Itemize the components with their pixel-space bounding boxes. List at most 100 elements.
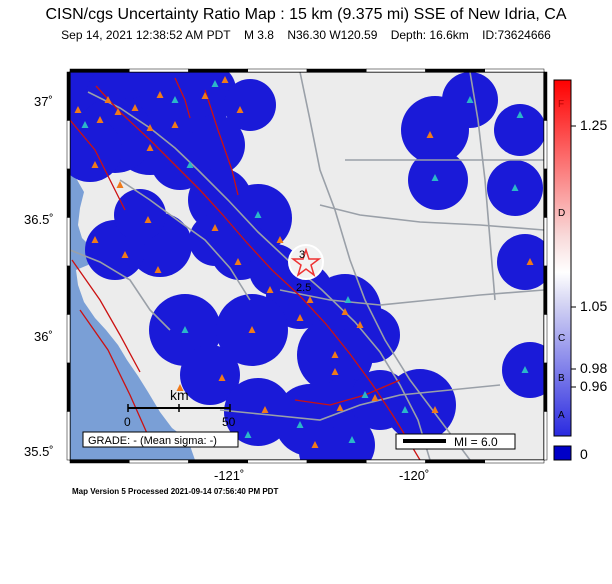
station-triangle-icon [156, 91, 164, 98]
station-triangle-icon [74, 106, 82, 113]
map-frame [66, 68, 548, 464]
station-triangle-icon [526, 258, 534, 265]
station-triangle-icon [306, 296, 314, 303]
map-panel: 3 2.5 [70, 72, 544, 460]
station-triangle-icon [356, 321, 364, 328]
lat-label-36-5: 36.5˚ [24, 212, 54, 227]
colorbar-letter-d: D [558, 208, 565, 219]
station-triangle-icon [234, 258, 242, 265]
map-version-footer: Map Version 5 Processed 2021-09-14 07:56… [72, 487, 279, 496]
station-triangle-icon [261, 406, 269, 413]
station-triangle-icon [186, 161, 194, 168]
colorbar-value-0: 0 [580, 446, 588, 462]
station-triangle-icon [236, 106, 244, 113]
mi-legend-box [395, 433, 516, 450]
uncertainty-circle [224, 79, 276, 131]
station-triangle-icon [511, 184, 519, 191]
uncertainty-circle [150, 130, 210, 190]
colorbar-letter-b: B [558, 373, 565, 384]
station-triangle-icon [181, 326, 189, 333]
station-triangle-icon [176, 384, 184, 391]
lon-label-121: -121˚ [214, 468, 244, 483]
lon-label-120: -120˚ [399, 468, 429, 483]
fault-lines [70, 77, 421, 460]
colorbar: F D C B A 1.25 1.05 0.98 0.96 0 [553, 79, 607, 462]
station-triangle-icon [131, 104, 139, 111]
station-triangle-icon [371, 394, 379, 401]
grade-box [82, 431, 239, 448]
station-triangle-icon [431, 406, 439, 413]
station-triangle-icon [211, 224, 219, 231]
station-triangle-icon [116, 181, 124, 188]
station-triangle-icon [91, 161, 99, 168]
event-magnitude: M 3.8 [243, 28, 274, 42]
station-triangle-icon [221, 76, 229, 83]
uncertainty-circle [224, 378, 292, 446]
station-triangle-icon [244, 431, 252, 438]
epicenter-star-icon[interactable] [290, 247, 322, 277]
station-triangle-icon [201, 92, 209, 99]
station-triangle-icon [171, 96, 179, 103]
station-triangle-icon [171, 121, 179, 128]
colorbar-letter-c: C [558, 333, 565, 344]
event-depth: Depth: 16.6km [390, 28, 469, 42]
station-triangle-icon [146, 124, 154, 131]
station-triangle-icon [114, 108, 122, 115]
colorbar-value-0-98: 0.98 [580, 360, 607, 376]
scale-tick-50: 50 [222, 415, 236, 429]
epicenter-contour-label-top: 3 [299, 249, 305, 261]
epicenter-contour-label-bottom: 2.5 [296, 282, 311, 294]
uncertainty-circle [299, 426, 351, 460]
station-triangle-icon [91, 236, 99, 243]
station-triangle-icon [81, 121, 89, 128]
station-triangle-icon [254, 211, 262, 218]
uncertainty-circle [180, 345, 240, 405]
station-triangle-icon [431, 174, 439, 181]
station-triangle-icon [218, 374, 226, 381]
epicenter-halo [288, 244, 324, 280]
station-triangle-icon [296, 314, 304, 321]
seismic-stations [74, 76, 534, 448]
station-triangle-icon [401, 406, 409, 413]
map-title: CISN/cgs Uncertainty Ratio Map : 15 km (… [45, 6, 567, 23]
event-date: Sep 14, 2021 12:38:52 AM PDT [61, 28, 231, 42]
event-info-line: Sep 14, 2021 12:38:52 AM PDT M 3.8 N36.3… [0, 28, 612, 42]
station-triangle-icon [146, 144, 154, 151]
station-triangle-icon [104, 96, 112, 103]
station-triangle-icon [266, 286, 274, 293]
scale-bar: km 0 50 [124, 387, 236, 429]
colorbar-value-0-96: 0.96 [580, 378, 607, 394]
colorbar-zero-swatch [553, 445, 572, 461]
lat-label-37: 37˚ [34, 94, 53, 109]
grade-text: GRADE: - (Mean sigma: -) [88, 435, 217, 447]
uncertainty-circle [494, 104, 544, 156]
station-triangle-icon [96, 116, 104, 123]
station-triangle-icon [466, 96, 474, 103]
station-triangle-icon [344, 296, 352, 303]
station-triangle-icon [521, 366, 529, 373]
uncertainty-circle [114, 189, 166, 241]
colorbar-letter-a: A [558, 410, 565, 421]
mi-legend-label: MI = 6.0 [454, 435, 498, 449]
uncertainty-circle [344, 307, 400, 363]
station-triangle-icon [516, 111, 524, 118]
event-id: ID:73624666 [482, 28, 551, 42]
lat-label-36: 36˚ [34, 329, 53, 344]
station-triangle-icon [426, 131, 434, 138]
station-triangle-icon [311, 441, 319, 448]
station-triangle-icon [296, 421, 304, 428]
scale-tick-0: 0 [124, 415, 131, 429]
station-triangle-icon [336, 404, 344, 411]
station-triangle-icon [341, 308, 349, 315]
colorbar-value-1-05: 1.05 [580, 298, 607, 314]
highways [70, 72, 544, 460]
station-triangle-icon [154, 266, 162, 273]
station-triangle-icon [348, 436, 356, 443]
colorbar-letter-f: F [558, 99, 564, 110]
station-triangle-icon [276, 236, 284, 243]
uncertainty-circle [249, 244, 301, 296]
uncertainty-circle [189, 214, 241, 266]
station-triangle-icon [121, 251, 129, 258]
uncertainty-circle [502, 342, 544, 398]
